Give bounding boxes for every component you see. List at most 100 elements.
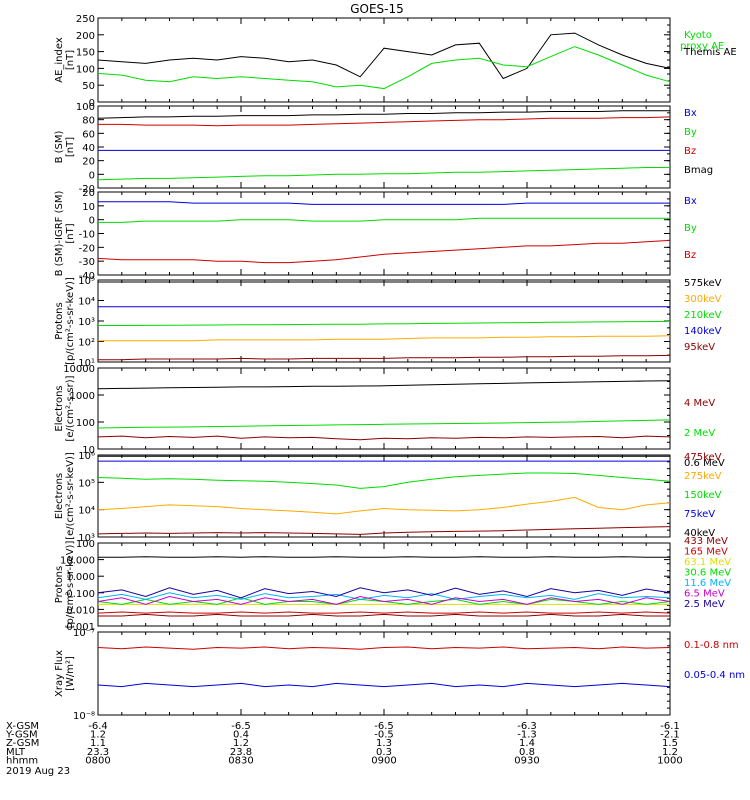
legend-label: 95keV bbox=[684, 342, 715, 353]
series-line-150kev bbox=[97, 472, 671, 489]
y-tick-label: 20 bbox=[82, 188, 95, 199]
ephemeris-table: X-GSM -6.4 -6.5 -6.5 -6.3 -6.1Y-GSM 1.2 0.4 -0.5… bbox=[5, 721, 683, 766]
y-axis-label: Protons bbox=[54, 302, 65, 339]
series-line-bmag bbox=[97, 110, 670, 119]
y-tick-label: 250 bbox=[76, 14, 95, 25]
series-line-433-mev bbox=[98, 613, 670, 617]
y-tick-label: 1000 bbox=[70, 391, 95, 402]
ephem-value: -6.4 bbox=[88, 721, 108, 732]
legend-label: 11.6 MeV bbox=[684, 578, 731, 589]
panel-4: 10¹ 10² 10³ 10⁴ 10⁵ Protons [p/(cm²-s-sr-keV)]… bbox=[54, 276, 722, 369]
panel-frame bbox=[97, 17, 671, 103]
y-tick-label: 10⁻⁸ bbox=[73, 711, 95, 722]
y-tick-label: 0.010 bbox=[66, 605, 95, 616]
y-tick-label: 10⁴ bbox=[78, 297, 95, 308]
ephem-value: 1.1 bbox=[90, 738, 106, 749]
y-axis-label: AE_index bbox=[54, 37, 65, 83]
panel-3: -40 -30 -20 -10 0 10 20 B (SM)-IGRF (SM) [nT] Bx B… bbox=[54, 188, 697, 282]
y-tick-label: 40 bbox=[82, 143, 95, 154]
legend-label: Bz bbox=[684, 250, 696, 261]
y-tick-label: 10² bbox=[78, 338, 95, 349]
y-tick-label: 100 bbox=[76, 102, 95, 113]
series-line-2-mev bbox=[97, 419, 671, 429]
ephem-value: 0.8 bbox=[519, 747, 535, 758]
legend-label: 4 MeV bbox=[684, 398, 715, 409]
series-line-475kev bbox=[97, 526, 671, 535]
y-axis-unit: [e/(cm²-s-sr-keV)] bbox=[65, 452, 76, 540]
y-tick-label: -40 bbox=[79, 271, 95, 282]
y-tick-label: 10⁵ bbox=[78, 478, 95, 489]
y-tick-label: 100 bbox=[76, 539, 95, 550]
y-tick-label: 1.000 bbox=[66, 572, 95, 583]
ephem-value: 23.8 bbox=[230, 747, 252, 758]
y-axis-label: B (SM) bbox=[54, 130, 65, 163]
y-tick-label: 10¹ bbox=[78, 358, 95, 369]
ephem-value: 1000 bbox=[657, 755, 682, 766]
y-tick-label: 10 bbox=[82, 445, 95, 456]
legend-label: 210keV bbox=[684, 310, 722, 321]
legend-label: 75keV bbox=[684, 509, 715, 520]
y-tick-label: 10 bbox=[82, 202, 95, 213]
y-tick-label: 0.001 bbox=[66, 622, 95, 633]
y-tick-label: 10⁵ bbox=[78, 276, 95, 287]
legend-label: 2 MeV bbox=[684, 428, 715, 439]
y-tick-label: 20 bbox=[82, 157, 95, 168]
ephem-value: 0930 bbox=[514, 755, 539, 766]
legend-label: 0.05-0.4 nm bbox=[684, 670, 745, 681]
series-line-0-6-mev bbox=[97, 380, 671, 390]
series-line-bx bbox=[98, 201, 670, 205]
legend-label: 275keV bbox=[684, 471, 722, 482]
y-tick-label: 10³ bbox=[78, 533, 95, 544]
series-line-4-mev bbox=[97, 435, 671, 441]
series-line-2-5-mev bbox=[97, 587, 671, 599]
y-tick-label: 80 bbox=[82, 116, 95, 127]
ephem-row-label: Z-GSM bbox=[6, 738, 39, 749]
ephem-row-label: MLT bbox=[6, 747, 26, 758]
ephem-value: -6.5 bbox=[231, 721, 251, 732]
y-tick-label: 10⁻⁷ bbox=[73, 628, 95, 639]
ephem-value: 1.2 bbox=[662, 747, 678, 758]
legend-label: By bbox=[684, 127, 697, 138]
y-tick-label: 0 bbox=[89, 216, 95, 227]
ephem-value: 1.5 bbox=[662, 738, 678, 749]
ephem-value: -6.1 bbox=[660, 721, 680, 732]
legend-label: 165 MeV bbox=[684, 547, 728, 558]
panel-2: -20 0 20 40 60 80 100 B (SM) [nT] Bx By Bz Bmag bbox=[54, 102, 713, 195]
y-tick-label: 50 bbox=[82, 81, 95, 92]
y-tick-label: 60 bbox=[82, 129, 95, 140]
panel-6: 10³ 10⁴ 10⁵ 10⁶ Electrons [e/(cm²-s-sr-keV)] 4… bbox=[54, 451, 722, 544]
y-tick-label: 10⁴ bbox=[78, 506, 95, 517]
legend-label: Bx bbox=[684, 108, 697, 119]
y-tick-label: -20 bbox=[79, 243, 95, 254]
y-tick-label: 100 bbox=[76, 418, 95, 429]
legend-label: 0.1-0.8 nm bbox=[684, 640, 739, 651]
series-line-95kev bbox=[98, 354, 671, 361]
ephem-row-label: X-GSM bbox=[6, 721, 39, 732]
y-axis-label: Protons bbox=[54, 566, 65, 603]
y-axis-label: Xray Flux bbox=[54, 650, 65, 697]
series-line-165-mev bbox=[97, 611, 671, 614]
panel-8: 10⁻⁸ 10⁻⁷ Xray Flux [W/m²] 0.1-0.8 nm 0.05-0.… bbox=[54, 628, 745, 722]
figure-title: GOES-15 bbox=[350, 2, 404, 16]
legend-label: 2.5 MeV bbox=[684, 599, 725, 610]
y-tick-label: 10.000 bbox=[60, 556, 95, 567]
panel-frame bbox=[97, 279, 671, 363]
y-axis-unit: [p/(cm²-s-sr-keV)] bbox=[65, 541, 76, 629]
ephem-value: 1.2 bbox=[233, 738, 249, 749]
panel-frame bbox=[97, 454, 671, 538]
y-axis-label: B (SM)-IGRF (SM) bbox=[54, 191, 65, 277]
legend-label: 300keV bbox=[684, 294, 722, 305]
ephem-row-label: Y-GSM bbox=[5, 730, 38, 741]
y-axis-unit: [p/(cm²-s-sr-keV)] bbox=[65, 277, 76, 365]
legend-label: 475keV bbox=[684, 452, 722, 463]
y-tick-label: 0 bbox=[89, 98, 95, 109]
legend-label: Kyoto bbox=[684, 30, 712, 41]
legend-label: 6.5 MeV bbox=[684, 589, 725, 600]
ephem-row-label: hhmm bbox=[6, 755, 38, 766]
series-line-black-top bbox=[98, 556, 670, 558]
y-axis-label: Electrons bbox=[54, 473, 65, 519]
y-tick-label: -20 bbox=[79, 184, 95, 195]
series-line-bz bbox=[98, 116, 671, 127]
y-axis-unit: [nT] bbox=[65, 137, 76, 157]
